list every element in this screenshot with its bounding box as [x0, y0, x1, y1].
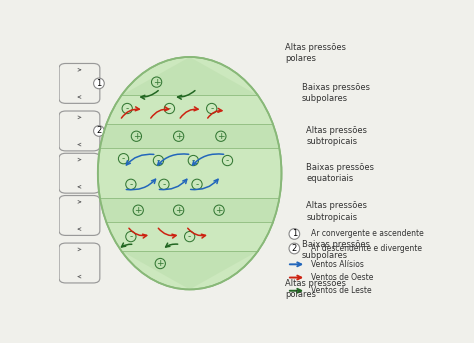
Text: Ventos de Oeste: Ventos de Oeste — [311, 273, 373, 282]
Ellipse shape — [98, 57, 282, 289]
Text: Baixas pressões
equatoriais: Baixas pressões equatoriais — [306, 163, 374, 183]
Text: -: - — [188, 232, 191, 241]
Text: Altas pressões
subtropicais: Altas pressões subtropicais — [306, 201, 367, 222]
Text: -: - — [210, 104, 213, 113]
Polygon shape — [121, 57, 258, 95]
Text: +: + — [217, 132, 225, 141]
Text: -: - — [129, 180, 133, 189]
Text: +: + — [153, 78, 160, 86]
Text: +: + — [135, 206, 142, 215]
Text: Altas pressões
subtropicais: Altas pressões subtropicais — [306, 126, 367, 146]
Text: +: + — [156, 259, 164, 268]
Text: Ar descendente e divergente: Ar descendente e divergente — [311, 244, 422, 253]
Text: -: - — [226, 156, 229, 165]
Text: -: - — [168, 104, 171, 113]
Text: -: - — [129, 232, 133, 241]
Text: -: - — [157, 156, 160, 165]
Polygon shape — [100, 198, 279, 222]
Polygon shape — [121, 251, 258, 289]
Text: +: + — [175, 132, 182, 141]
Text: -: - — [162, 180, 165, 189]
Polygon shape — [100, 125, 279, 148]
Text: 2: 2 — [292, 244, 297, 253]
Text: Altas pressões
polares: Altas pressões polares — [285, 279, 346, 299]
Text: 1: 1 — [292, 229, 297, 238]
Text: Baixas pressões
subpolares: Baixas pressões subpolares — [301, 83, 370, 103]
Text: Ventos Alísios: Ventos Alísios — [311, 260, 364, 269]
Text: Baixas pressões
subpolares: Baixas pressões subpolares — [301, 240, 370, 260]
Text: -: - — [195, 180, 199, 189]
Text: +: + — [133, 132, 140, 141]
Text: 2: 2 — [96, 127, 101, 135]
Text: -: - — [191, 156, 195, 165]
Text: +: + — [175, 206, 182, 215]
Polygon shape — [106, 95, 273, 125]
Polygon shape — [106, 222, 273, 251]
Text: Ventos de Leste: Ventos de Leste — [311, 286, 372, 295]
Text: Altas pressões
polares: Altas pressões polares — [285, 43, 346, 63]
Text: -: - — [126, 104, 129, 113]
Text: Ar convergente e ascendente: Ar convergente e ascendente — [311, 229, 424, 238]
Text: -: - — [122, 154, 125, 163]
Text: +: + — [215, 206, 223, 215]
Text: 1: 1 — [96, 79, 101, 88]
Polygon shape — [100, 148, 279, 198]
